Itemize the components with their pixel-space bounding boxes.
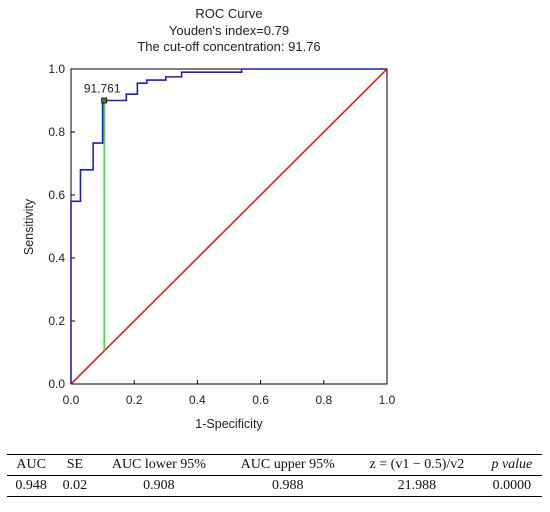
- x-tick-label: 0.0: [63, 393, 80, 407]
- x-tick-label: 0.8: [315, 393, 332, 407]
- y-tick-label: 1.0: [48, 62, 65, 76]
- header-auc: AUC: [16, 457, 46, 472]
- header-z: z = (v1 − 0.5)/v2: [369, 457, 465, 472]
- cell-auc-lower: 0.908: [143, 478, 175, 493]
- chart-subtitle-cutoff: The cut-off concentration: 91.76: [137, 39, 320, 54]
- cell-z: 21.988: [397, 478, 437, 493]
- header-auc-lower: AUC lower 95%: [111, 457, 206, 472]
- y-tick-label: 0.0: [48, 377, 65, 391]
- y-tick-label: 0.2: [48, 314, 65, 328]
- header-p-value: p value: [491, 457, 533, 472]
- x-tick-label: 1.0: [379, 393, 396, 407]
- header-auc-upper: AUC upper 95%: [240, 457, 335, 472]
- chart-subtitle-youden: Youden's index=0.79: [169, 23, 289, 38]
- x-tick-label: 0.2: [126, 393, 143, 407]
- cutoff-marker: [101, 97, 108, 104]
- cutoff-label: 91.761: [84, 82, 121, 96]
- y-axis-label: Sensitivity: [22, 198, 36, 255]
- header-se: SE: [66, 457, 84, 472]
- plot-area: 0.0 0.2 0.4 0.6 0.8 1.0 0.0 0.2 0.4 0.6 0.8 1.0 91.7…: [48, 62, 395, 407]
- x-tick-label: 0.6: [252, 393, 269, 407]
- table-row: 0.948 0.02 0.908 0.988 21.988 0.0000: [7, 476, 542, 497]
- cell-auc: 0.948: [15, 478, 47, 493]
- cell-p-value: 0.0000: [492, 478, 532, 493]
- roc-chart: ROC Curve Youden's index=0.79 The cut-of…: [22, 6, 396, 431]
- y-tick-label: 0.6: [48, 188, 65, 202]
- y-tick-label: 0.8: [48, 125, 65, 139]
- cell-se: 0.02: [62, 478, 88, 493]
- x-axis-label: 1-Specificity: [195, 417, 263, 431]
- roc-curve: [70, 68, 387, 384]
- chart-title: ROC Curve: [195, 6, 262, 21]
- y-tick-label: 0.4: [48, 251, 65, 265]
- auc-stats-table: AUC SE AUC lower 95% AUC upper 95% z = (…: [7, 454, 542, 497]
- x-tick-label: 0.4: [189, 393, 206, 407]
- cell-auc-upper: 0.988: [271, 478, 304, 493]
- table-header-row: AUC SE AUC lower 95% AUC upper 95% z = (…: [7, 454, 542, 476]
- reference-line: [70, 68, 388, 385]
